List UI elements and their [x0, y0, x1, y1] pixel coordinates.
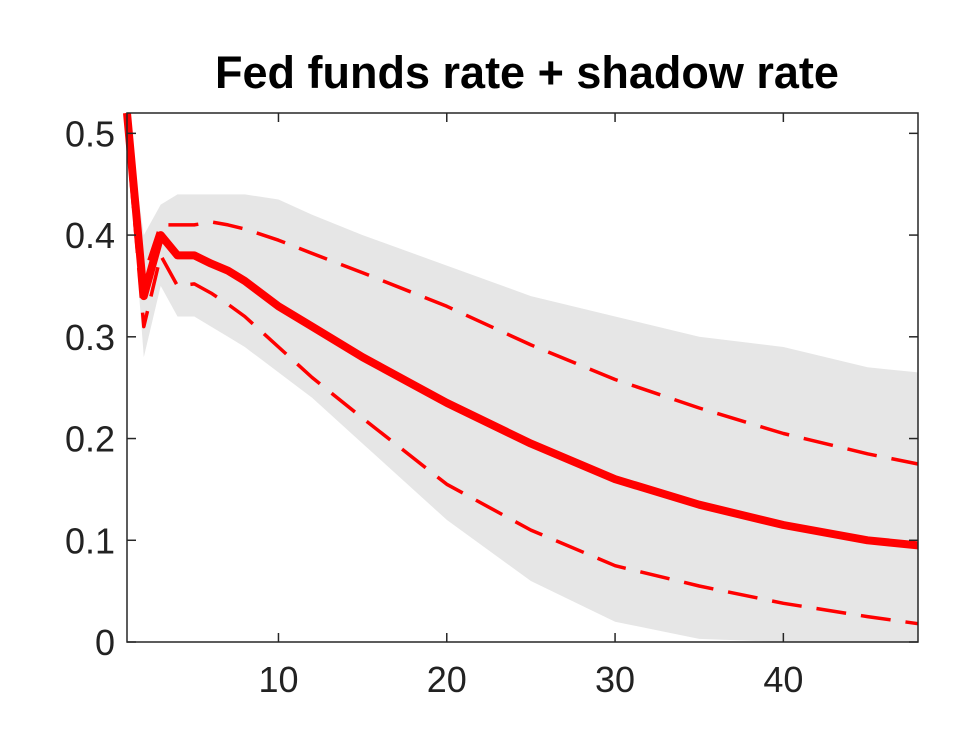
series-layer: [123, 112, 919, 626]
x-axis: 10 20 30 40: [258, 113, 803, 700]
y-tick-label: 0.1: [65, 520, 115, 561]
y-tick-label: 0: [95, 622, 115, 663]
y-axis: 0 0.1 0.2 0.3 0.4 0.5: [65, 113, 918, 663]
y-tick-label: 0.3: [65, 317, 115, 358]
y-tick-label: 0.2: [65, 419, 115, 460]
confidence-band-layer: [127, 113, 918, 642]
x-tick-label: 10: [258, 659, 298, 700]
confidence-band: [127, 113, 918, 642]
y-tick-label: 0.5: [65, 113, 115, 154]
x-tick-label: 40: [763, 659, 803, 700]
chart-title: Fed funds rate + shadow rate: [215, 47, 839, 98]
median-line: [123, 112, 919, 550]
plot-frame: [126, 112, 919, 643]
dashed-band-line-1: [125, 133, 919, 626]
x-tick-label: 30: [595, 659, 635, 700]
x-tick-label: 20: [427, 659, 467, 700]
y-tick-label: 0.4: [65, 215, 115, 256]
dashed-band-line-2: [125, 112, 919, 466]
